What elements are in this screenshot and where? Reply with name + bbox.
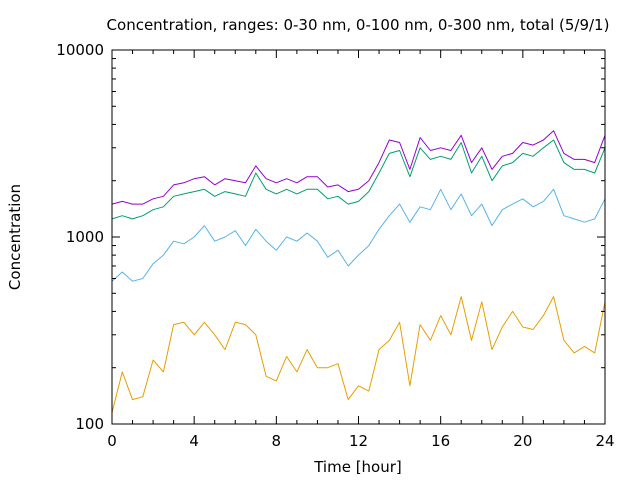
chart-title: Concentration, ranges: 0-30 nm, 0-100 nm… <box>107 16 610 34</box>
series-line-1 <box>111 296 606 413</box>
y-tick-label: 100 <box>75 415 104 433</box>
x-tick-label: 8 <box>272 432 282 450</box>
x-axis-title: Time [hour] <box>313 458 402 476</box>
y-tick-label: 10000 <box>56 41 104 59</box>
y-tick-label: 1000 <box>66 228 104 246</box>
series-line-2 <box>111 188 606 282</box>
series-layer <box>111 130 606 413</box>
plot-frame <box>111 49 606 425</box>
series-line-3 <box>111 139 606 220</box>
x-tick-label: 20 <box>513 432 532 450</box>
ticks-layer: 0 4 8 12 16 20 24 100 1000 10000 <box>56 41 614 450</box>
x-tick-label: 12 <box>349 432 368 450</box>
x-tick-label: 16 <box>431 432 450 450</box>
series-line-4 <box>111 130 606 205</box>
x-tick-label: 4 <box>189 432 199 450</box>
x-tick-label: 0 <box>107 432 117 450</box>
x-tick-label: 24 <box>595 432 614 450</box>
y-axis-title: Concentration <box>6 184 24 290</box>
